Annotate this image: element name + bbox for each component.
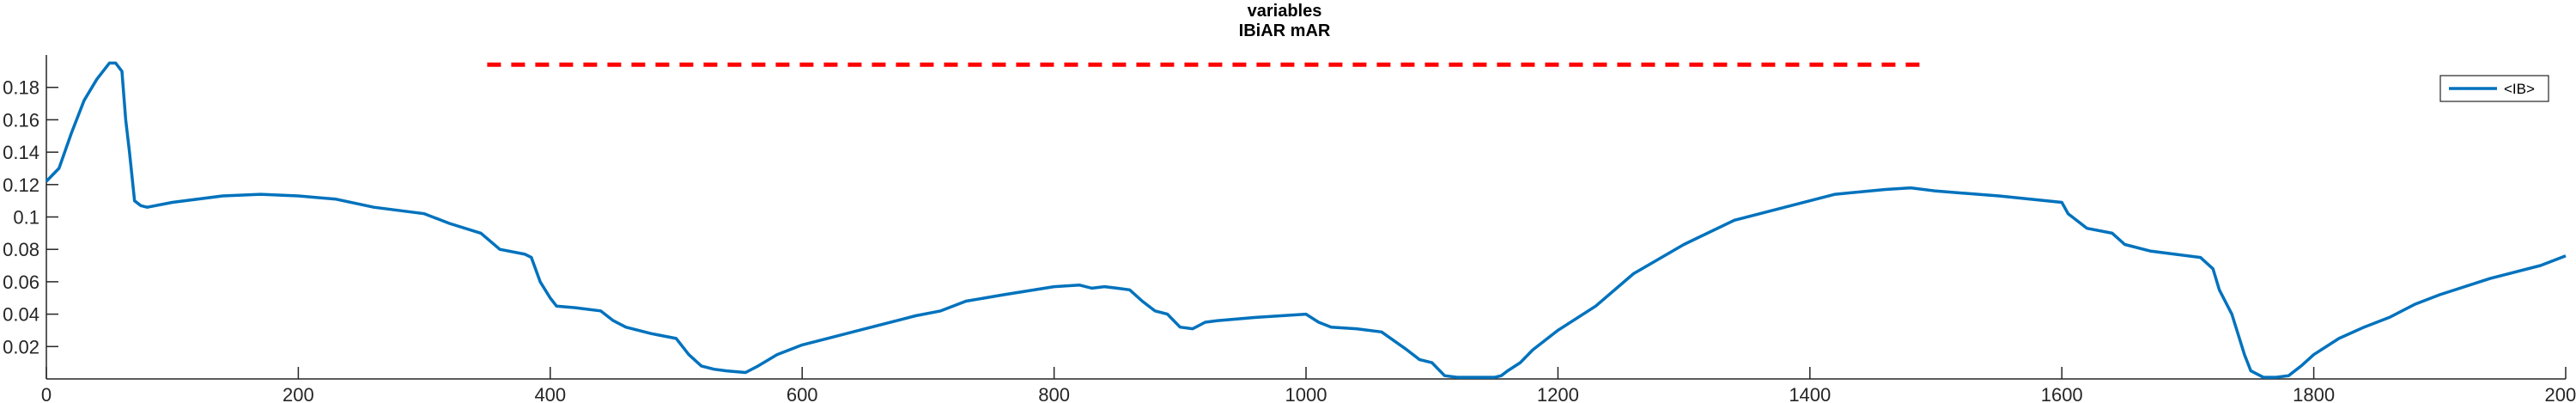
- y-tick-label: 0.12: [3, 174, 39, 196]
- x-tick-label: 600: [787, 384, 818, 403]
- x-tick-label: 1000: [1285, 384, 1327, 403]
- y-tick-label: 0.08: [3, 239, 39, 260]
- x-tick-label: 1800: [2293, 384, 2335, 403]
- legend: <IB>: [2439, 75, 2549, 102]
- series-line-0: [45, 61, 2567, 379]
- y-tick-label: 0.02: [3, 336, 39, 357]
- y-tick-label: 0.18: [3, 77, 39, 99]
- x-tick-label: 1200: [1537, 384, 1579, 403]
- x-tick-label: 400: [534, 384, 566, 403]
- x-tick-label: 200: [283, 384, 314, 403]
- chart-subtitle: IBiAR mAR: [1239, 21, 1331, 40]
- legend-label: <IB>: [2504, 81, 2535, 97]
- x-tick-label: 0: [41, 384, 52, 403]
- chart-title: variables: [1248, 2, 1322, 21]
- y-tick-label: 0.04: [3, 304, 39, 326]
- x-tick-label: 1400: [1789, 384, 1831, 403]
- x-tick-label: 1600: [2041, 384, 2083, 403]
- x-tick-label: 800: [1038, 384, 1070, 403]
- y-tick-label: 0.16: [3, 109, 39, 131]
- y-tick-label: 0.1: [13, 207, 39, 229]
- y-tick-label: 0.06: [3, 272, 39, 293]
- y-tick-label: 0.14: [3, 142, 39, 163]
- chart-title-group: variables IBiAR mAR: [1239, 2, 1331, 40]
